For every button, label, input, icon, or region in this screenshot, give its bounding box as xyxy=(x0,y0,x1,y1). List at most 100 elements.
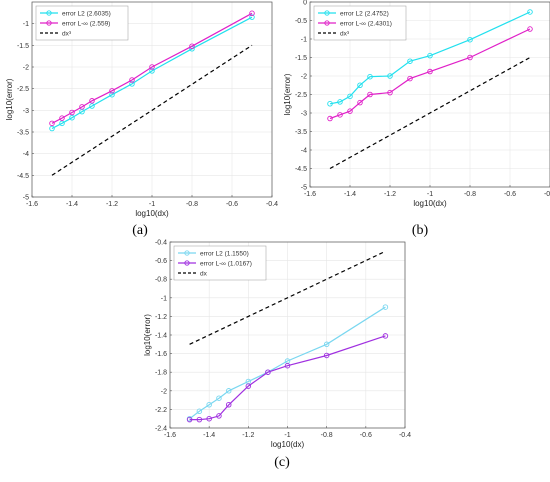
data-point xyxy=(196,408,203,415)
data-point xyxy=(109,91,115,98)
chart-panel-1: -1.6 -1.4 -1.2 -1 -0.8 -0.6 -0.4 -5 -4.5 -4 -3.5 -3… xyxy=(5,1,278,238)
data-point xyxy=(337,99,343,105)
legend-marker xyxy=(184,250,190,256)
y-axis-label: log10(error) xyxy=(5,78,14,120)
y-tick-label: -2 xyxy=(23,65,29,72)
data-point xyxy=(387,89,393,96)
y-tick-label: -2.5 xyxy=(17,86,29,93)
legend-label: error L2 (1.1550) xyxy=(200,250,249,257)
y-tick-label: -0.6 xyxy=(155,258,167,265)
data-point xyxy=(216,413,222,419)
data-point xyxy=(327,100,333,107)
y-tick-label: -1 xyxy=(301,37,307,44)
x-tick-label: -1.6 xyxy=(26,201,38,208)
legend-label: error L-∞ (2.4301) xyxy=(340,20,392,27)
y-tick-label: -2 xyxy=(301,74,307,81)
x-tick-label: -0.8 xyxy=(464,191,476,198)
x-tick-label: -0.4 xyxy=(544,191,550,198)
y-tick-label: -3 xyxy=(301,111,307,118)
legend-label: dx xyxy=(200,270,208,277)
data-point xyxy=(49,120,55,127)
y-axis-label: log10(error) xyxy=(283,73,292,115)
data-point xyxy=(367,73,373,80)
y-tick-label: 0 xyxy=(303,0,307,7)
data-point xyxy=(225,388,232,394)
panel-caption: (c) xyxy=(274,455,290,470)
x-axis-label: log10(dx) xyxy=(135,209,169,218)
data-point xyxy=(69,109,75,116)
data-point xyxy=(467,36,473,43)
x-axis-label: log10(dx) xyxy=(271,440,305,449)
data-point xyxy=(129,81,135,87)
series-line-1 xyxy=(51,16,253,130)
y-tick-label: -0.4 xyxy=(155,240,167,247)
legend-label: error L2 (2.6035) xyxy=(62,10,111,17)
data-point xyxy=(367,91,373,98)
data-point xyxy=(527,9,533,15)
data-point xyxy=(407,58,413,64)
data-point xyxy=(387,73,393,79)
series-line-3 xyxy=(51,44,253,176)
y-tick-label: -3.5 xyxy=(17,130,29,137)
chart-panel-3: -1.6 -1.4 -1.2 -1 -0.8 -0.6 -0.4 -2.4 -2.2 -2 -1.8… xyxy=(143,240,411,471)
y-tick-label: -5 xyxy=(23,195,29,202)
data-point xyxy=(225,402,232,408)
legend-label: dx³ xyxy=(62,30,72,37)
y-tick-label: -4.5 xyxy=(17,173,29,180)
x-tick-label: -1.2 xyxy=(242,432,254,439)
y-tick-label: -2.4 xyxy=(155,426,167,433)
data-point xyxy=(357,82,363,88)
data-point xyxy=(129,77,135,83)
y-tick-label: -1.8 xyxy=(155,370,167,377)
x-tick-label: -1 xyxy=(284,432,290,439)
series-line-3 xyxy=(189,250,386,345)
data-point xyxy=(382,333,389,339)
data-point xyxy=(196,416,203,423)
data-point xyxy=(206,415,212,422)
data-point xyxy=(323,352,330,359)
data-point xyxy=(265,369,271,375)
data-point xyxy=(89,103,95,109)
x-tick-label: -1.2 xyxy=(106,201,118,208)
x-tick-label: -0.8 xyxy=(186,201,198,208)
x-axis-label: log10(dx) xyxy=(413,199,447,208)
panel-caption: (b) xyxy=(412,223,429,238)
data-point xyxy=(427,52,433,59)
data-point xyxy=(527,26,533,32)
data-point xyxy=(49,125,55,132)
data-point xyxy=(427,68,433,75)
x-tick-label: -1.4 xyxy=(203,432,215,439)
data-point xyxy=(245,383,252,389)
y-tick-label: -4 xyxy=(23,151,29,158)
series-line-2 xyxy=(329,28,531,120)
legend-marker xyxy=(324,10,330,16)
x-tick-label: -1.4 xyxy=(66,201,78,208)
data-point xyxy=(323,341,330,348)
data-point xyxy=(149,64,155,70)
data-point xyxy=(337,112,343,118)
data-point xyxy=(327,115,333,122)
data-point xyxy=(149,68,155,74)
data-point xyxy=(347,93,353,100)
x-tick-label: -1.4 xyxy=(344,191,356,198)
x-tick-label: -0.8 xyxy=(321,432,333,439)
data-point xyxy=(59,120,65,127)
y-tick-label: -1 xyxy=(23,21,29,28)
x-tick-label: -1.6 xyxy=(304,191,316,198)
data-point xyxy=(186,416,193,423)
legend-label: error L-∞ (1.0167) xyxy=(200,260,252,267)
legend-label: error L-∞ (2.559) xyxy=(62,20,110,27)
data-point xyxy=(284,362,291,369)
data-point xyxy=(206,402,212,408)
y-tick-label: -3.5 xyxy=(295,129,307,136)
legend-box xyxy=(173,245,267,281)
y-tick-label: -2.2 xyxy=(155,407,167,414)
data-point xyxy=(69,114,75,121)
data-point xyxy=(89,98,95,104)
y-tick-label: -2 xyxy=(161,388,167,395)
y-tick-label: -0.5 xyxy=(295,18,307,25)
series-line-1 xyxy=(189,306,386,420)
series-line-2 xyxy=(189,335,386,421)
x-tick-label: -0.4 xyxy=(399,432,411,439)
